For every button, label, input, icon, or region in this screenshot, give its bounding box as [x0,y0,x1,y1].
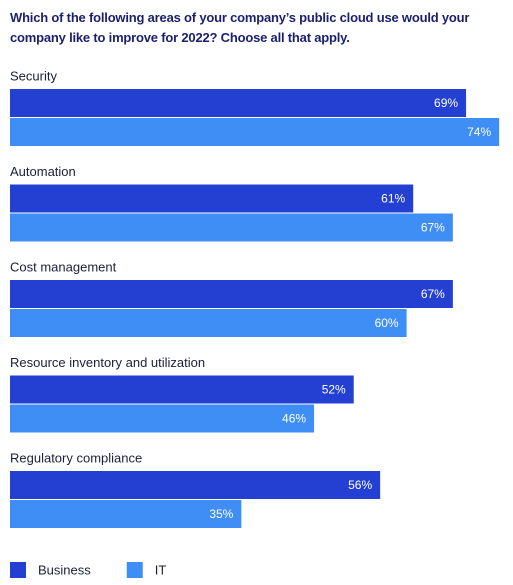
legend-swatch [10,562,26,578]
value-label: 56% [348,478,372,492]
bar [10,118,500,146]
category-label: Regulatory compliance [10,450,142,465]
value-label: 67% [421,221,445,235]
legend-label: Business [38,562,91,577]
category-label: Security [10,68,57,83]
value-label: 46% [282,412,306,426]
bar [10,375,354,404]
value-label: 52% [322,383,346,397]
value-label: 69% [434,96,458,110]
bar [10,280,453,308]
legend-swatch [126,562,143,578]
bar [10,309,407,337]
bar [10,500,242,528]
value-label: 67% [421,287,445,301]
bar [10,404,315,433]
bar [10,89,467,117]
bar [10,184,414,213]
value-label: 61% [381,192,405,206]
legend-label: IT [155,562,167,577]
category-label: Cost management [10,259,117,274]
value-label: 74% [467,125,491,139]
chart-title: Which of the following areas of your com… [10,10,470,45]
category-label: Automation [10,164,76,179]
bar [10,471,381,499]
bar [10,213,453,242]
category-label: Resource inventory and utilization [10,355,205,370]
value-label: 60% [375,316,399,330]
value-label: 35% [209,507,233,521]
